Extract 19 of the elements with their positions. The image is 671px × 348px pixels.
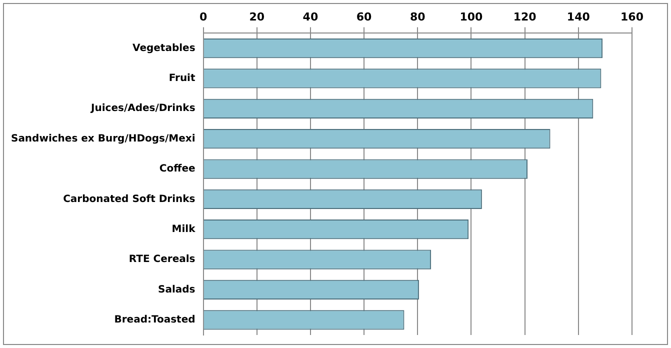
y-tick-label: Sandwiches ex Burg/HDogs/Mexi [10,133,196,144]
x-tick-label: 120 [513,10,537,24]
x-tick-label: 0 [199,10,208,24]
y-tick-label: Bread:Toasted [114,314,196,326]
x-tick-label: 80 [410,10,426,24]
x-tick-label: 20 [249,10,265,24]
y-tick-label: RTE Cereals [128,254,196,266]
y-tick-label: Carbonated Soft Drinks [63,194,196,205]
y-tick-label: Salads [158,284,196,296]
y-tick-label: Coffee [159,164,196,175]
x-tick-label: 60 [356,10,372,24]
y-tick-label: Milk [172,224,196,235]
x-tick-label: 140 [566,10,590,24]
y-tick-label: Fruit [168,73,196,84]
y-tick-label: Vegetables [132,42,196,54]
x-tick-label: 100 [460,10,484,24]
x-tick-label: 160 [620,10,644,24]
x-tick-label: 40 [302,10,318,24]
y-tick-label: Juices/Ades/Drinks [90,103,196,114]
